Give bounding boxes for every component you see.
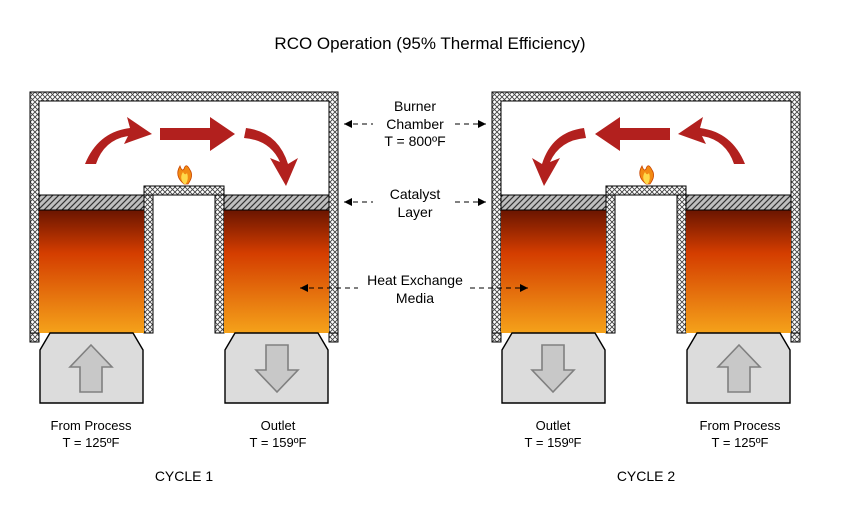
cycle-1-label: CYCLE 1: [124, 468, 244, 484]
text: T = 125ºF: [63, 435, 120, 450]
text: Outlet: [536, 418, 571, 433]
text: T = 800ºF: [384, 133, 445, 149]
cycle1-left-port-label: From Process T = 125ºF: [31, 418, 151, 452]
heat-media-label: Heat Exchange Media: [362, 272, 468, 307]
burner-label: Burner Chamber T = 800ºF: [370, 98, 460, 151]
text: Media: [396, 290, 434, 306]
cycle2-left-port-label: Outlet T = 159ºF: [493, 418, 613, 452]
text: Burner: [394, 98, 436, 114]
text: Outlet: [261, 418, 296, 433]
text: From Process: [51, 418, 132, 433]
text: Catalyst: [390, 186, 441, 202]
text: Layer: [397, 204, 432, 220]
text: Chamber: [386, 116, 444, 132]
catalyst-label: Catalyst Layer: [370, 186, 460, 221]
cycle1-right-port-label: Outlet T = 159ºF: [218, 418, 338, 452]
cycle-2-label: CYCLE 2: [586, 468, 706, 484]
text: Heat Exchange: [367, 272, 463, 288]
text: From Process: [700, 418, 781, 433]
text: T = 159ºF: [525, 435, 582, 450]
text: T = 125ºF: [712, 435, 769, 450]
text: T = 159ºF: [250, 435, 307, 450]
cycle2-right-port-label: From Process T = 125ºF: [680, 418, 800, 452]
